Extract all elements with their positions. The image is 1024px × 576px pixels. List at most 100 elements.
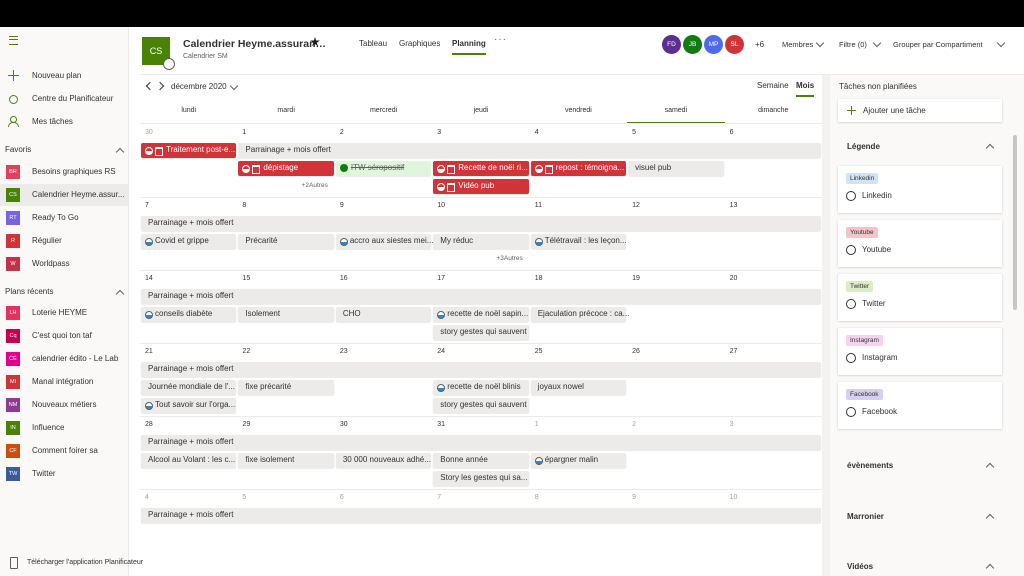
task-title: Journée mondiale de l'... <box>148 382 235 391</box>
view-tab[interactable]: Planning <box>452 39 486 48</box>
member-avatar[interactable]: JB <box>683 35 702 54</box>
chevron[interactable] <box>996 38 1006 48</box>
prev-month[interactable] <box>145 81 155 91</box>
menu-icon[interactable] <box>9 36 18 45</box>
panel-section[interactable]: évènements <box>847 461 894 470</box>
nav-item[interactable]: Centre du Planificateur <box>32 94 114 103</box>
chevron[interactable] <box>815 38 825 48</box>
task-card[interactable]: Ejaculation précoce : ca... <box>530 306 629 322</box>
day-number: 2 <box>632 421 637 428</box>
task-card[interactable]: fixe précarité <box>238 379 334 395</box>
date-icon <box>447 182 456 192</box>
task-card[interactable]: Parrainage + mois offert <box>141 434 821 450</box>
view-toggle[interactable]: Mois <box>796 81 815 90</box>
member-avatar[interactable]: MP <box>704 35 723 54</box>
task-card[interactable]: fixe isolement <box>238 452 334 468</box>
task-card[interactable]: dépistage <box>238 160 334 176</box>
view-tab[interactable]: Graphiques <box>399 39 441 48</box>
task-card[interactable]: Recette de noël ri... <box>433 160 529 176</box>
task-card[interactable]: Bonne année <box>433 452 529 468</box>
task-card[interactable]: Journée mondiale de l'... <box>141 379 237 395</box>
week-divider <box>140 343 822 344</box>
more-members[interactable]: +6 <box>755 40 765 49</box>
more-tabs[interactable]: ··· <box>494 34 507 45</box>
task-card[interactable]: Tout savoir sur l'orga... <box>141 397 237 413</box>
task-card[interactable]: Story les gestes qui sa... <box>433 470 529 486</box>
add-task-card[interactable]: Ajouter une tâche <box>838 99 1002 122</box>
task-card[interactable]: Précarité <box>238 233 334 249</box>
date-icon <box>544 164 553 174</box>
favorite-plan[interactable]: Ready To Go <box>32 213 79 222</box>
view-tab[interactable]: Tableau <box>359 39 388 48</box>
task-title: conseils diabète <box>155 309 213 318</box>
chevron[interactable] <box>872 38 882 48</box>
task-card[interactable]: visuel pub <box>628 160 724 176</box>
task-card[interactable]: Parrainage + mois offert <box>238 142 821 158</box>
task-card[interactable]: conseils diabète <box>141 306 237 322</box>
nav-item[interactable]: Nouveau plan <box>32 71 82 80</box>
day-number: 5 <box>242 494 247 501</box>
group-button[interactable]: Grouper par Compartiment <box>893 40 983 49</box>
recent-plan[interactable]: Influence <box>32 423 65 432</box>
task-card[interactable]: Traitement post-e... <box>141 142 237 158</box>
favorite-plan[interactable]: Calendrier Heyme.assur... <box>32 190 125 199</box>
more-tasks[interactable]: +3Autres <box>496 255 523 262</box>
task-title: Traitement post-e... <box>166 145 236 154</box>
label-name: Twitter <box>862 299 886 308</box>
panel-section[interactable]: Marronier <box>847 511 884 521</box>
day-number: 14 <box>145 275 153 282</box>
recent-plan[interactable]: C'est quoi ton taf <box>32 331 92 340</box>
label-radio[interactable] <box>846 353 856 363</box>
task-card[interactable]: recette de noël blinis <box>433 379 529 395</box>
task-card[interactable]: Télétravail : les leçon... <box>530 233 627 249</box>
task-card[interactable]: Covid et grippe <box>141 233 237 249</box>
recent-plan[interactable]: calendrier édito - Le Lab <box>32 354 119 363</box>
progress-icon <box>437 383 446 392</box>
task-card[interactable]: story gestes qui sauvent <box>433 397 529 413</box>
task-card[interactable]: Alcool au Volant : les c... <box>141 452 237 468</box>
filter-button[interactable]: Filtre (0) <box>839 40 867 49</box>
more-tasks[interactable]: +2Autres <box>301 182 328 189</box>
star-icon[interactable] <box>310 37 320 47</box>
label-radio[interactable] <box>846 407 856 417</box>
recent-plan[interactable]: Nouveaux métiers <box>32 400 97 409</box>
task-card[interactable]: story gestes qui sauvent <box>433 324 529 340</box>
label-radio[interactable] <box>846 191 856 201</box>
panel-section[interactable]: Vidéos <box>847 562 874 571</box>
task-card[interactable]: accro aux siestes mei... <box>335 233 433 249</box>
recent-plan[interactable]: Comment foirer sa <box>32 446 98 455</box>
task-card[interactable]: Vidéo pub <box>433 178 529 194</box>
members-button[interactable]: Membres <box>782 40 814 49</box>
task-card[interactable]: recette de noël sapin... <box>433 306 529 322</box>
day-number: 11 <box>534 202 542 209</box>
label-radio[interactable] <box>846 245 856 255</box>
view-toggle[interactable]: Semaine <box>757 81 789 90</box>
next-month[interactable] <box>155 81 165 91</box>
recent-plan[interactable]: Manal intégration <box>32 377 94 386</box>
task-card[interactable]: CHO <box>335 306 432 322</box>
task-card[interactable]: joyaux nowel <box>530 379 627 395</box>
task-card[interactable]: My réduc <box>433 233 529 249</box>
month-label[interactable]: décembre 2020 <box>171 82 227 91</box>
task-card[interactable]: Parrainage + mois offert <box>141 361 821 377</box>
day-number: 19 <box>632 275 640 282</box>
download-link[interactable]: Télécharger l'application Planificateur <box>27 559 144 566</box>
recent-plan[interactable]: Twitter <box>32 469 56 478</box>
recent-plan[interactable]: Loterie HEYME <box>32 308 88 317</box>
task-card[interactable]: 30 000 nouveaux adhé... <box>335 452 432 468</box>
task-card[interactable]: ITW séropositif <box>335 160 432 176</box>
task-card[interactable]: Isolement <box>238 306 334 322</box>
task-card[interactable]: repost : témoigna... <box>530 160 627 176</box>
task-card[interactable]: Parrainage + mois offert <box>141 507 821 523</box>
chevron[interactable] <box>229 81 239 91</box>
task-card[interactable]: épargner malin <box>530 452 627 468</box>
task-card[interactable]: Parrainage + mois offert <box>141 215 821 231</box>
favorite-plan[interactable]: Besoins graphiques RS <box>32 167 116 176</box>
favorite-plan[interactable]: Régulier <box>32 236 62 245</box>
nav-item[interactable]: Mes tâches <box>32 117 73 126</box>
member-avatar[interactable]: FD <box>662 35 681 54</box>
member-avatar[interactable]: SL <box>725 35 744 54</box>
label-radio[interactable] <box>846 299 856 309</box>
task-card[interactable]: Parrainage + mois offert <box>141 288 821 304</box>
favorite-plan[interactable]: Worldpass <box>32 259 70 268</box>
